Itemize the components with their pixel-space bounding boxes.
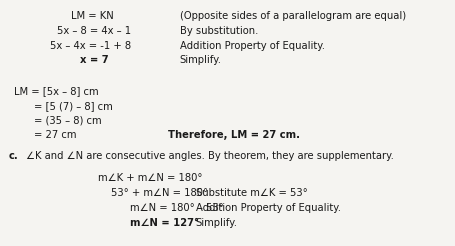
Text: Simplify.: Simplify. xyxy=(196,218,238,228)
Text: By substitution.: By substitution. xyxy=(180,26,258,36)
Text: Addition Property of Equality.: Addition Property of Equality. xyxy=(196,203,341,213)
Text: 53° + m∠N = 180°: 53° + m∠N = 180° xyxy=(111,188,208,198)
Text: x = 7: x = 7 xyxy=(80,55,108,65)
Text: = (35 – 8) cm: = (35 – 8) cm xyxy=(34,116,102,126)
Text: = [5 (7) – 8] cm: = [5 (7) – 8] cm xyxy=(34,101,113,111)
Text: 5x – 4x = -1 + 8: 5x – 4x = -1 + 8 xyxy=(50,41,131,51)
Text: m∠N = 180° – 53°: m∠N = 180° – 53° xyxy=(130,203,223,213)
Text: LM = [5x – 8] cm: LM = [5x – 8] cm xyxy=(14,86,98,96)
Text: Simplify.: Simplify. xyxy=(180,55,222,65)
Text: = 27 cm: = 27 cm xyxy=(34,130,76,140)
Text: m∠K + m∠N = 180°: m∠K + m∠N = 180° xyxy=(98,173,202,184)
Text: Addition Property of Equality.: Addition Property of Equality. xyxy=(180,41,325,51)
Text: (Opposite sides of a parallelogram are equal): (Opposite sides of a parallelogram are e… xyxy=(180,11,406,21)
Text: ∠K and ∠N are consecutive angles. By theorem, they are supplementary.: ∠K and ∠N are consecutive angles. By the… xyxy=(26,151,394,161)
Text: 5x – 8 = 4x – 1: 5x – 8 = 4x – 1 xyxy=(57,26,131,36)
Text: m∠N = 127°: m∠N = 127° xyxy=(130,218,199,228)
Text: c.: c. xyxy=(9,151,19,161)
Text: Therefore, LM = 27 cm.: Therefore, LM = 27 cm. xyxy=(168,130,300,140)
Text: LM = KN: LM = KN xyxy=(71,11,113,21)
Text: Substitute m∠K = 53°: Substitute m∠K = 53° xyxy=(196,188,308,198)
